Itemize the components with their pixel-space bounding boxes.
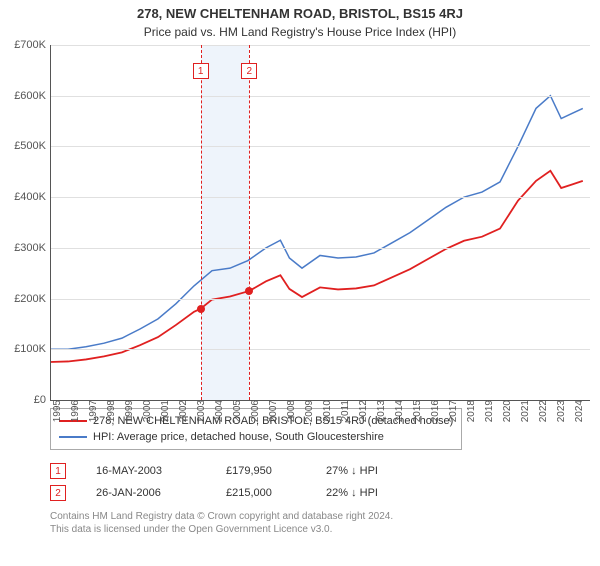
x-tick-label: 2015 [410,400,423,422]
gridline-h [50,349,590,350]
legend-swatch [59,436,87,438]
x-tick-label: 2020 [500,400,513,422]
x-tick-label: 1998 [104,400,117,422]
y-tick-label: £200K [14,293,50,305]
y-tick-label: £700K [14,39,50,51]
sale-change: 22% ↓ HPI [326,487,406,499]
x-tick-label: 2023 [554,400,567,422]
x-tick-label: 2008 [284,400,297,422]
sale-date: 16-MAY-2003 [96,465,196,477]
page-title: 278, NEW CHELTENHAM ROAD, BRISTOL, BS15 … [0,6,600,21]
legend-label: HPI: Average price, detached house, Sout… [93,429,384,445]
gridline-h [50,197,590,198]
gridline-h [50,299,590,300]
x-tick-label: 2010 [320,400,333,422]
x-tick-label: 2016 [428,400,441,422]
page-subtitle: Price paid vs. HM Land Registry's House … [0,25,600,39]
sale-price: £179,950 [226,465,296,477]
gridline-h [50,248,590,249]
gridline-h [50,146,590,147]
sales-table: 1 16-MAY-2003 £179,950 27% ↓ HPI 2 26-JAN-200… [50,460,600,504]
x-tick-label: 2021 [518,400,531,422]
line-series-layer [50,45,590,400]
x-tick-label: 2006 [248,400,261,422]
event-line [249,45,250,400]
event-marker: 1 [193,63,209,79]
y-tick-label: £0 [34,394,50,406]
footer-line-2: This data is licensed under the Open Gov… [50,523,600,536]
x-tick-label: 1997 [86,400,99,422]
gridline-h [50,45,590,46]
sale-marker: 1 [50,463,66,479]
x-tick-label: 2003 [194,400,207,422]
sale-row: 2 26-JAN-2006 £215,000 22% ↓ HPI [50,482,600,504]
x-tick-label: 2022 [536,400,549,422]
x-tick-label: 2014 [392,400,405,422]
x-tick-label: 2009 [302,400,315,422]
gridline-h [50,96,590,97]
legend-row: HPI: Average price, detached house, Sout… [59,429,453,445]
price-chart: £0£100K£200K£300K£400K£500K£600K£700K199… [50,45,590,400]
x-tick-label: 2018 [464,400,477,422]
x-tick-label: 2019 [482,400,495,422]
y-tick-label: £400K [14,191,50,203]
x-tick-label: 2002 [176,400,189,422]
sale-marker: 2 [50,485,66,501]
y-axis [50,45,51,400]
x-tick-label: 2004 [212,400,225,422]
x-tick-label: 2017 [446,400,459,422]
x-tick-label: 1999 [122,400,135,422]
x-tick-label: 2007 [266,400,279,422]
sale-point [197,305,205,313]
x-tick-label: 2024 [572,400,585,422]
x-tick-label: 2005 [230,400,243,422]
event-marker: 2 [241,63,257,79]
event-line [201,45,202,400]
footer-line-1: Contains HM Land Registry data © Crown c… [50,510,600,523]
x-tick-label: 2011 [338,400,351,422]
y-tick-label: £100K [14,343,50,355]
x-tick-label: 1996 [68,400,81,422]
sale-price: £215,000 [226,487,296,499]
y-tick-label: £300K [14,242,50,254]
x-tick-label: 2013 [374,400,387,422]
y-tick-label: £600K [14,90,50,102]
y-tick-label: £500K [14,140,50,152]
sale-point [245,287,253,295]
sale-row: 1 16-MAY-2003 £179,950 27% ↓ HPI [50,460,600,482]
x-tick-label: 2001 [158,400,171,422]
x-tick-label: 2012 [356,400,369,422]
sale-change: 27% ↓ HPI [326,465,406,477]
x-tick-label: 1995 [50,400,63,422]
x-tick-label: 2000 [140,400,153,422]
sale-date: 26-JAN-2006 [96,487,196,499]
footer-attribution: Contains HM Land Registry data © Crown c… [50,510,600,536]
